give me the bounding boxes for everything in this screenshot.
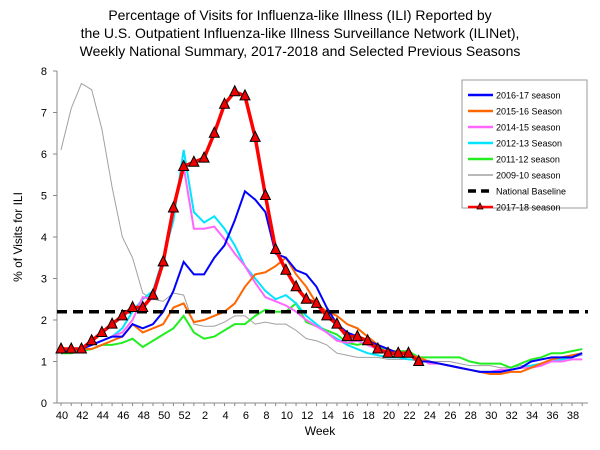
x-tick-label: 42 bbox=[76, 410, 88, 422]
data-point-marker bbox=[177, 159, 190, 171]
data-point-marker bbox=[106, 317, 118, 329]
legend-label: 2014-15 season bbox=[496, 123, 561, 133]
y-tick-label: 1 bbox=[41, 357, 47, 369]
y-tick-label: 3 bbox=[41, 274, 47, 286]
x-tick-label: 22 bbox=[403, 410, 415, 422]
data-point-marker bbox=[136, 300, 149, 313]
x-tick-label: 52 bbox=[179, 410, 191, 422]
x-tick-label: 36 bbox=[546, 410, 558, 422]
data-point-marker bbox=[167, 200, 180, 213]
x-tick-label: 10 bbox=[281, 410, 293, 422]
data-point-marker bbox=[126, 300, 139, 313]
data-point-marker bbox=[228, 84, 241, 97]
data-point-marker bbox=[300, 292, 313, 304]
y-tick-label: 7 bbox=[41, 108, 47, 120]
data-point-marker bbox=[147, 287, 159, 300]
y-tick-label: 0 bbox=[41, 398, 47, 410]
x-tick-label: 8 bbox=[263, 410, 269, 422]
data-point-marker bbox=[157, 254, 170, 267]
legend-label: 2009-10 season bbox=[496, 171, 561, 181]
chart-title-line-3: Weekly National Summary, 2017-2018 and S… bbox=[79, 43, 521, 59]
data-point-marker bbox=[372, 341, 384, 354]
series-line-2015-16 bbox=[60, 256, 583, 375]
data-point-marker bbox=[382, 346, 394, 358]
x-tick-label: 14 bbox=[322, 410, 334, 422]
x-tick-label: 32 bbox=[506, 410, 518, 422]
data-point-marker bbox=[208, 126, 221, 138]
data-point-marker bbox=[96, 325, 108, 337]
y-tick-label: 4 bbox=[41, 232, 47, 244]
y-tick-label: 6 bbox=[41, 149, 47, 161]
x-tick-label: 28 bbox=[465, 410, 477, 422]
x-tick-label: 18 bbox=[362, 410, 374, 422]
x-tick-label: 48 bbox=[138, 410, 150, 422]
chart-title-line-2: the U.S. Outpatient Influenza-like Illne… bbox=[80, 25, 520, 41]
x-tick-label: 38 bbox=[567, 410, 579, 422]
data-point-marker bbox=[331, 317, 343, 329]
data-point-marker bbox=[259, 188, 272, 200]
data-point-marker bbox=[249, 130, 261, 142]
legend-label: 2015-16 Season bbox=[496, 107, 562, 117]
x-tick-label: 2 bbox=[202, 410, 208, 422]
data-point-marker bbox=[361, 333, 374, 346]
data-point-marker bbox=[320, 308, 333, 321]
data-point-marker bbox=[55, 341, 67, 354]
legend-label: 2016-17 season bbox=[496, 91, 561, 101]
legend-marker bbox=[476, 202, 484, 210]
x-tick-label: 50 bbox=[158, 410, 170, 422]
y-tick-label: 5 bbox=[41, 191, 47, 203]
data-point-marker bbox=[392, 346, 405, 358]
data-point-marker bbox=[75, 341, 88, 354]
legend-label: National Baseline bbox=[496, 187, 566, 197]
x-tick-label: 44 bbox=[97, 410, 109, 422]
data-point-marker bbox=[65, 341, 78, 354]
y-axis-label: % of Visits for ILI bbox=[11, 192, 25, 282]
data-point-marker bbox=[85, 333, 98, 346]
x-tick-label: 26 bbox=[444, 410, 456, 422]
data-point-marker bbox=[402, 346, 415, 358]
x-tick-label: 30 bbox=[485, 410, 497, 422]
data-point-marker bbox=[351, 329, 364, 342]
data-point-marker bbox=[412, 354, 425, 366]
data-point-marker bbox=[198, 151, 210, 163]
x-tick-label: 12 bbox=[301, 410, 313, 422]
y-tick-label: 2 bbox=[41, 315, 47, 327]
x-tick-label: 24 bbox=[424, 410, 436, 422]
data-point-marker bbox=[269, 242, 282, 254]
data-point-marker bbox=[290, 279, 302, 292]
x-axis-label: Week bbox=[305, 424, 336, 438]
x-tick-label: 34 bbox=[526, 410, 538, 422]
data-point-marker bbox=[280, 263, 292, 275]
x-tick-label: 16 bbox=[342, 410, 354, 422]
x-tick-label: 40 bbox=[56, 410, 68, 422]
legend-label: 2011-12 season bbox=[496, 155, 560, 165]
legend-label: 2017-18 season bbox=[496, 203, 561, 213]
chart-title-line-1: Percentage of Visits for Influenza-like … bbox=[108, 7, 492, 23]
data-point-marker bbox=[341, 329, 353, 342]
data-point-marker bbox=[239, 88, 251, 101]
x-tick-label: 4 bbox=[222, 410, 228, 422]
y-tick-label: 8 bbox=[41, 66, 47, 78]
data-point-marker bbox=[310, 296, 323, 308]
data-point-marker bbox=[218, 97, 231, 109]
x-tick-label: 46 bbox=[117, 410, 129, 422]
x-tick-label: 6 bbox=[243, 410, 249, 422]
series-line-2017-18 bbox=[61, 89, 420, 363]
data-point-marker bbox=[188, 155, 200, 167]
x-tick-label: 20 bbox=[383, 410, 395, 422]
data-point-marker bbox=[116, 308, 129, 321]
series-line-2016-17 bbox=[60, 189, 583, 373]
legend-label: 2012-13 Season bbox=[496, 139, 562, 149]
